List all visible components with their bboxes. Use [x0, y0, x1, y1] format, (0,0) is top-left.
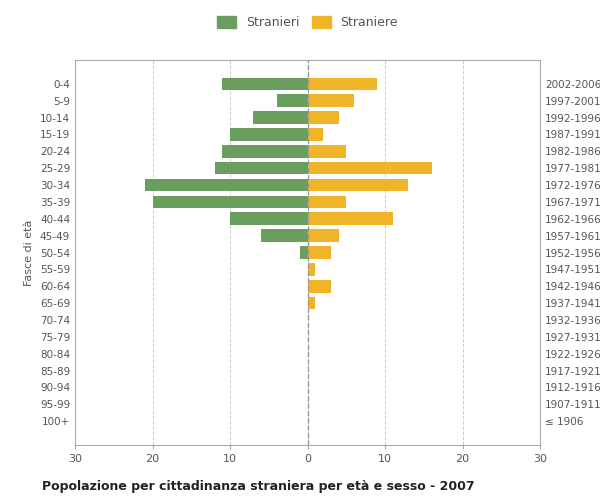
- Bar: [230, 128, 308, 141]
- Bar: [308, 196, 346, 208]
- Bar: [308, 297, 315, 310]
- Bar: [222, 78, 308, 90]
- Bar: [300, 246, 308, 259]
- Bar: [308, 230, 338, 242]
- Bar: [215, 162, 308, 174]
- Bar: [308, 263, 315, 276]
- Bar: [308, 280, 331, 292]
- Bar: [308, 128, 323, 141]
- Bar: [308, 111, 338, 124]
- Text: Popolazione per cittadinanza straniera per età e sesso - 2007: Popolazione per cittadinanza straniera p…: [42, 480, 475, 493]
- Bar: [222, 145, 308, 158]
- Bar: [145, 178, 308, 192]
- Bar: [230, 212, 308, 225]
- Bar: [308, 162, 431, 174]
- Bar: [261, 230, 308, 242]
- Bar: [253, 111, 308, 124]
- Bar: [308, 246, 331, 259]
- Bar: [308, 78, 377, 90]
- Legend: Stranieri, Straniere: Stranieri, Straniere: [217, 16, 398, 29]
- Bar: [308, 145, 346, 158]
- Bar: [277, 94, 308, 107]
- Y-axis label: Fasce di età: Fasce di età: [25, 220, 34, 286]
- Bar: [308, 178, 408, 192]
- Bar: [308, 212, 393, 225]
- Bar: [152, 196, 308, 208]
- Bar: [308, 94, 354, 107]
